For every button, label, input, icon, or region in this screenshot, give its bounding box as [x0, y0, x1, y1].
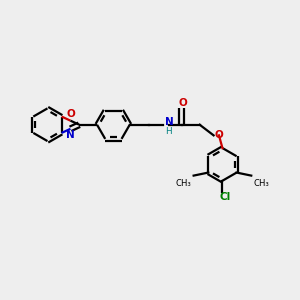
Text: O: O — [66, 109, 75, 119]
Text: N: N — [66, 130, 75, 140]
Text: N: N — [165, 117, 174, 128]
Text: CH₃: CH₃ — [254, 178, 269, 188]
Text: CH₃: CH₃ — [176, 178, 191, 188]
Text: Cl: Cl — [219, 193, 230, 202]
Text: H: H — [165, 127, 172, 136]
Text: O: O — [214, 130, 223, 140]
Text: O: O — [178, 98, 188, 108]
